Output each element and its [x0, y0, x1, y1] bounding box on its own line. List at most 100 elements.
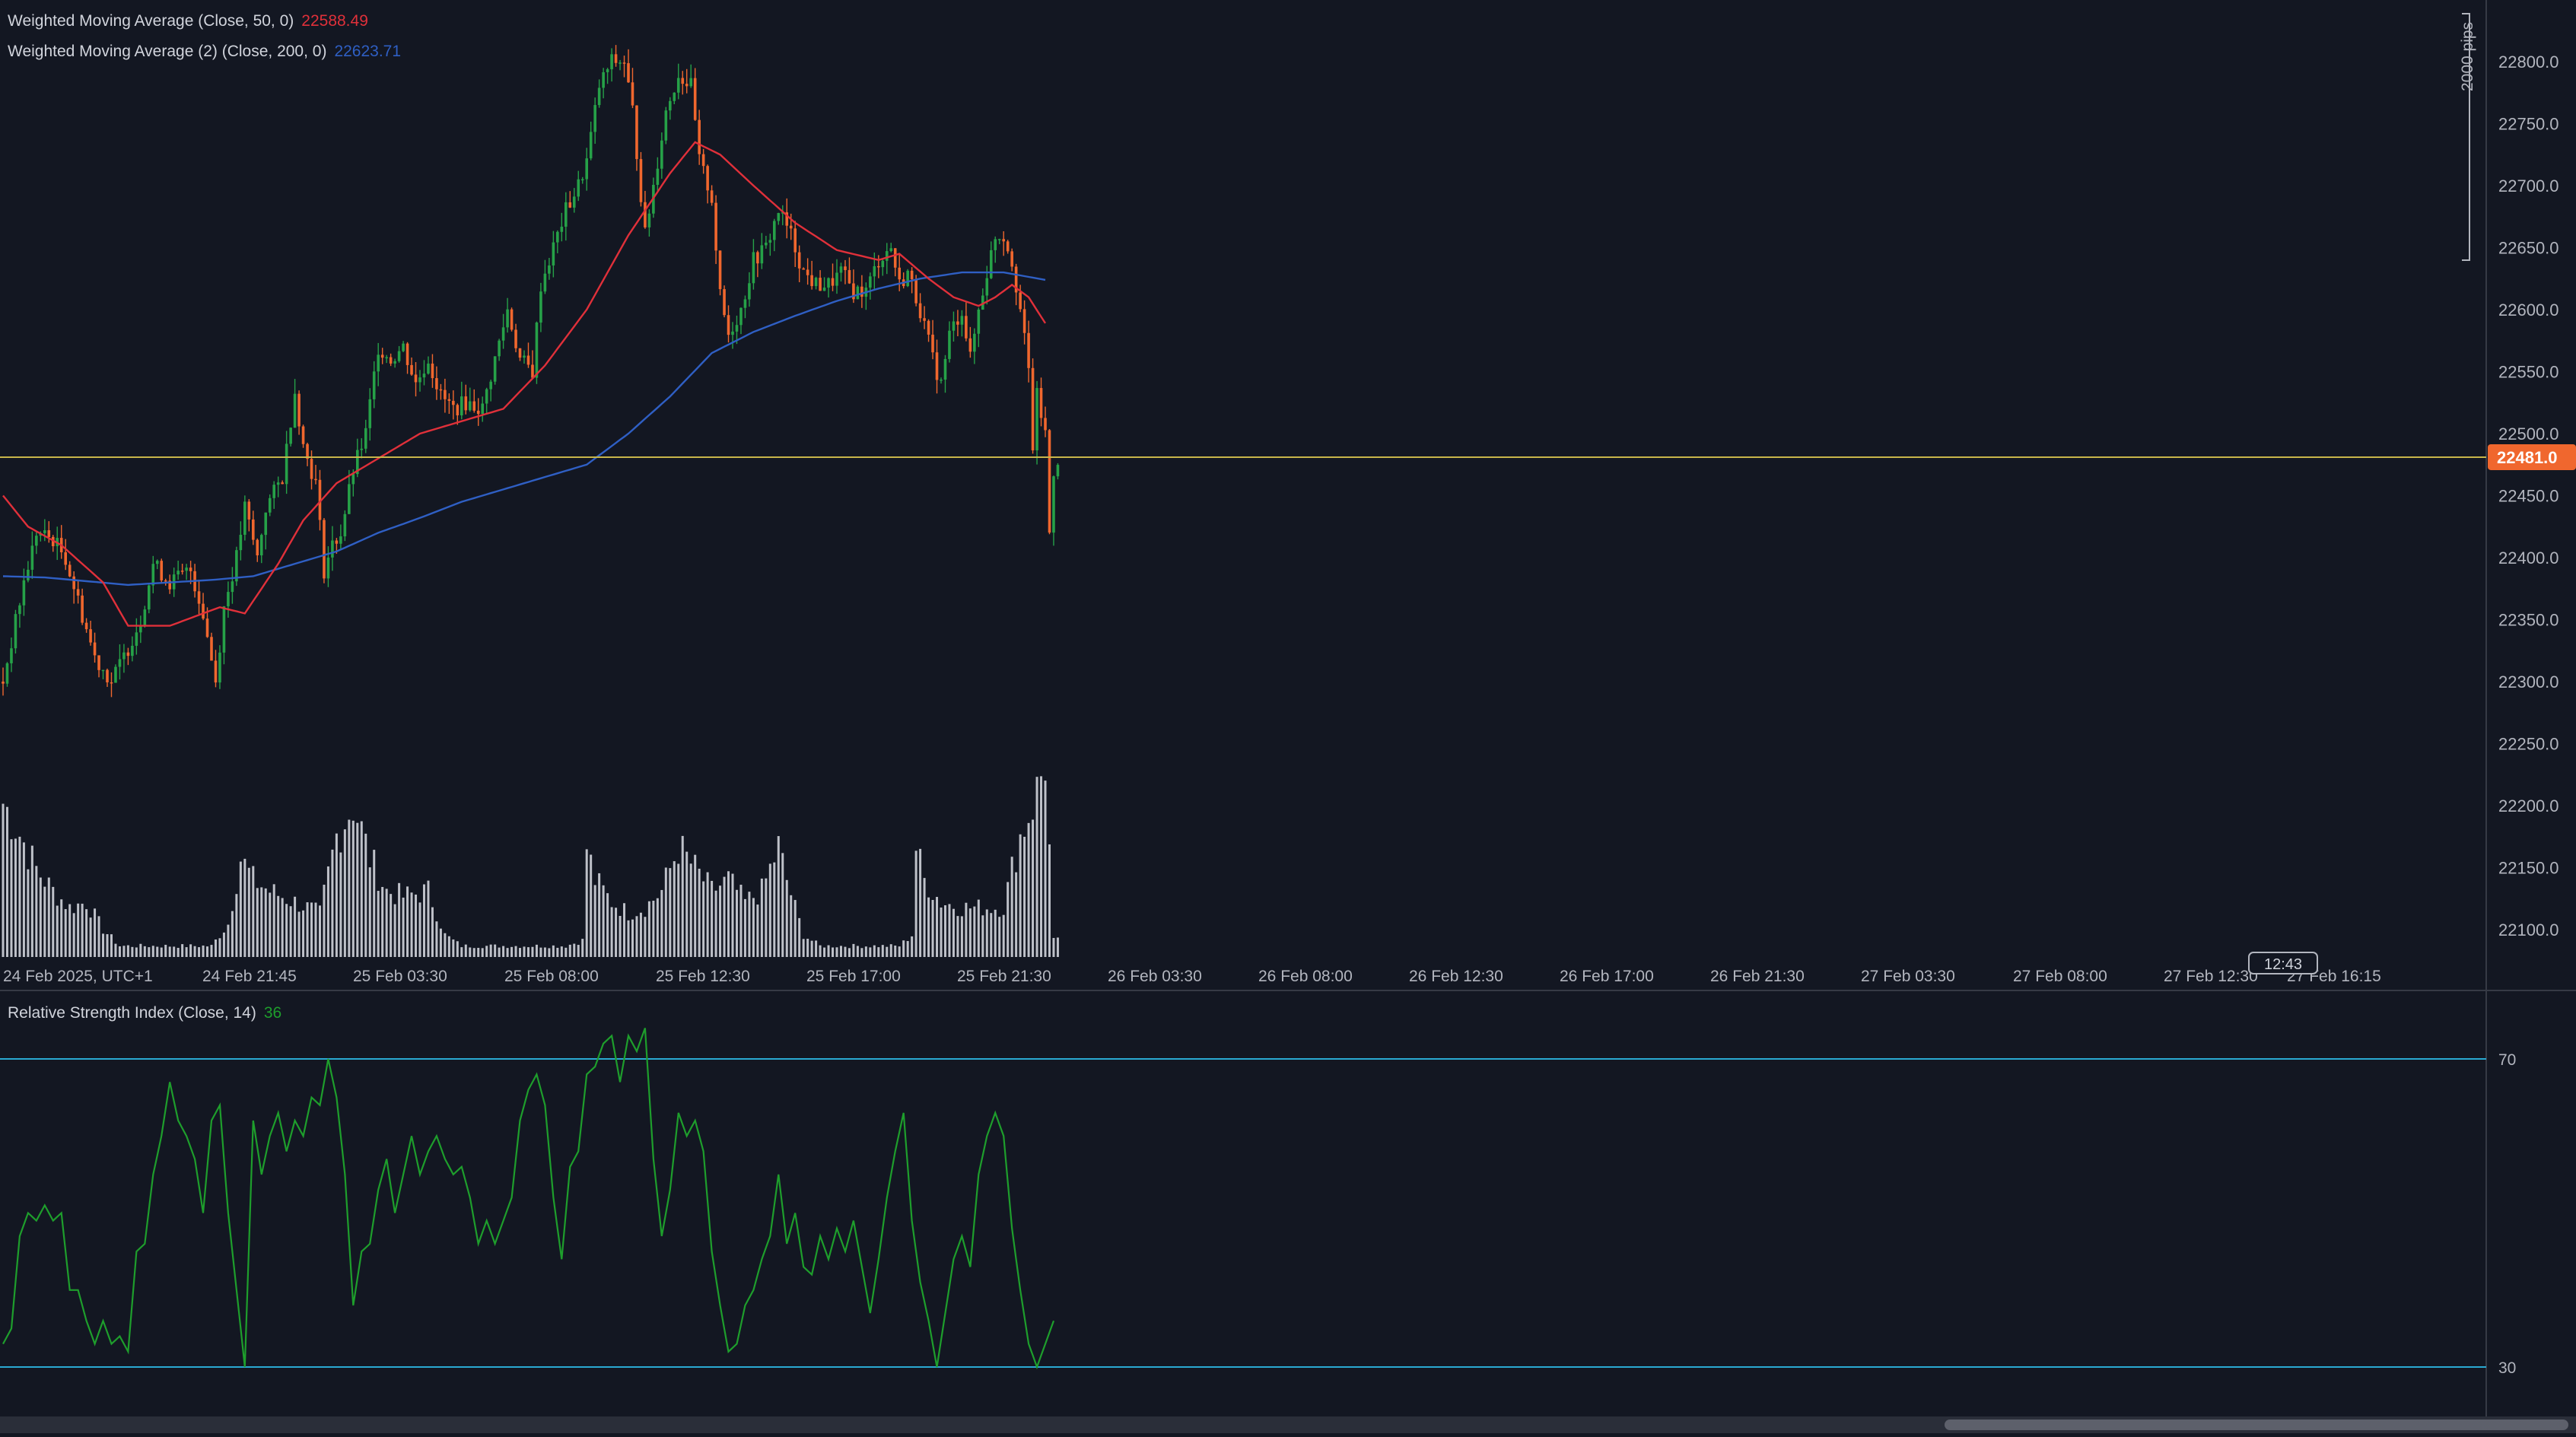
- legend-rsi-value: 36: [263, 1004, 282, 1022]
- volume-bar: [151, 946, 154, 957]
- candle-body: [476, 410, 480, 415]
- candle-body: [452, 400, 455, 405]
- volume-bar: [848, 948, 851, 957]
- volume-bar: [627, 920, 630, 957]
- volume-bar: [886, 946, 889, 957]
- volume-bar: [294, 896, 297, 957]
- volume-bar: [806, 939, 809, 957]
- volume-bar: [489, 944, 492, 957]
- volume-bar: [173, 946, 176, 957]
- candle-body: [765, 242, 768, 246]
- candle-body: [414, 374, 418, 383]
- volume-bar: [927, 897, 930, 957]
- volume-bar: [881, 945, 884, 957]
- volume-bar: [198, 947, 201, 957]
- volume-bar: [548, 948, 551, 957]
- volume-bar: [810, 940, 813, 957]
- candle-body: [689, 78, 692, 87]
- volume-bar: [122, 946, 126, 957]
- legend-wma50[interactable]: Weighted Moving Average (Close, 50, 0) 22…: [8, 12, 368, 30]
- candle-body: [435, 378, 438, 389]
- volume-bar: [960, 916, 963, 957]
- candle-body: [814, 278, 818, 287]
- rsi-upper-label: 70: [2498, 1051, 2516, 1069]
- horizontal-scrollbar[interactable]: [0, 1416, 2576, 1433]
- volume-bar: [623, 903, 626, 957]
- candle-body: [106, 669, 109, 682]
- candle-body: [602, 72, 605, 88]
- candle-body: [610, 54, 613, 70]
- candle-body: [281, 482, 284, 485]
- candle-body: [444, 389, 447, 399]
- volume-bar: [911, 936, 914, 957]
- candle-body: [180, 571, 184, 572]
- candle-body: [556, 231, 559, 243]
- candle-body: [126, 652, 130, 657]
- candle-body: [160, 561, 164, 580]
- volume-bar: [793, 900, 797, 957]
- candle-body: [231, 581, 234, 593]
- volume-bar: [377, 891, 380, 957]
- volume-bar: [815, 940, 818, 957]
- volume-bar: [535, 944, 538, 957]
- candle-body: [748, 283, 751, 300]
- volume-bar: [739, 884, 743, 957]
- candle-body: [676, 78, 680, 93]
- volume-bar: [585, 849, 588, 957]
- candle-body: [148, 585, 151, 610]
- volume-bar: [698, 868, 701, 957]
- price-tick-label: 22400.0: [2498, 548, 2559, 567]
- candle-body: [606, 69, 609, 72]
- scrollbar-thumb[interactable]: [1945, 1420, 2568, 1430]
- candle-body: [227, 592, 230, 607]
- candle-body: [531, 364, 534, 378]
- volume-bar: [898, 946, 901, 957]
- volume-bar: [102, 933, 105, 957]
- price-tick-label: 22350.0: [2498, 611, 2559, 630]
- candle-body: [1006, 241, 1010, 252]
- candle-body: [673, 92, 676, 101]
- legend-wma200[interactable]: Weighted Moving Average (2) (Close, 200,…: [8, 43, 401, 61]
- volume-bar: [660, 889, 663, 957]
- candle-body: [698, 119, 701, 154]
- volume-bar: [635, 916, 638, 957]
- volume-bar: [760, 878, 763, 957]
- candle-body: [773, 221, 776, 240]
- candle-body: [168, 580, 171, 590]
- volume-bar: [126, 945, 129, 957]
- volume-bar: [1002, 914, 1005, 957]
- volume-bar: [89, 917, 92, 957]
- candle-body: [197, 591, 201, 604]
- volume-bar: [439, 928, 442, 957]
- candle-body: [777, 213, 781, 221]
- time-tick-label: 26 Feb 17:00: [1560, 968, 1654, 985]
- volume-bar: [160, 947, 163, 957]
- volume-bar: [2, 803, 5, 957]
- volume-bar: [472, 948, 475, 957]
- volume-bar: [398, 882, 401, 957]
- candle-body: [339, 536, 342, 544]
- candle-body: [139, 625, 142, 633]
- candle-body: [335, 540, 339, 544]
- candle-body: [968, 338, 972, 352]
- candle-body: [727, 315, 730, 335]
- candle-body: [510, 309, 514, 330]
- candle-body: [481, 403, 484, 415]
- volume-bar: [931, 900, 934, 957]
- volume-bar: [985, 909, 988, 957]
- candle-body: [802, 268, 805, 270]
- volume-bar: [506, 948, 509, 957]
- volume-bar: [39, 877, 42, 957]
- volume-bar: [523, 946, 526, 957]
- volume-bar: [864, 946, 867, 957]
- volume-bar: [790, 895, 793, 957]
- volume-bar: [206, 946, 209, 957]
- candle-body: [885, 251, 889, 261]
- price-tick-label: 22550.0: [2498, 363, 2559, 382]
- legend-rsi[interactable]: Relative Strength Index (Close, 14) 36: [8, 1004, 281, 1022]
- candle-body: [893, 248, 897, 268]
- candle-body: [664, 110, 668, 141]
- candle-body: [768, 240, 772, 243]
